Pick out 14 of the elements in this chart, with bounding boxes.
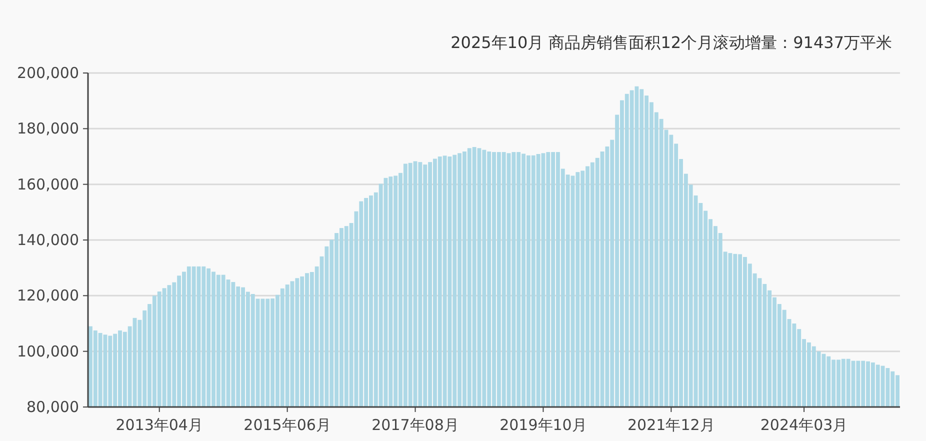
x-tick-label: 2024年03月 [760,416,848,434]
chart-title: 2025年10月 商品房销售面积12个月滚动增量：91437万平米 [450,33,892,52]
x-tick-label: 2015年06月 [244,416,331,434]
x-tick-label: 2021年12月 [628,416,715,434]
y-tick-label: 160,000 [16,175,79,194]
y-tick-label: 180,000 [16,120,79,138]
y-tick-label: 100,000 [16,342,79,360]
y-tick-label: 120,000 [16,286,79,305]
y-tick-label: 80,000 [26,398,79,416]
x-tick-label: 2017年08月 [372,416,459,434]
y-tick-label: 200,000 [16,64,79,82]
y-tick-label: 140,000 [16,231,79,249]
x-tick-label: 2019年10月 [500,416,587,434]
x-tick-label: 2013年04月 [116,416,203,434]
